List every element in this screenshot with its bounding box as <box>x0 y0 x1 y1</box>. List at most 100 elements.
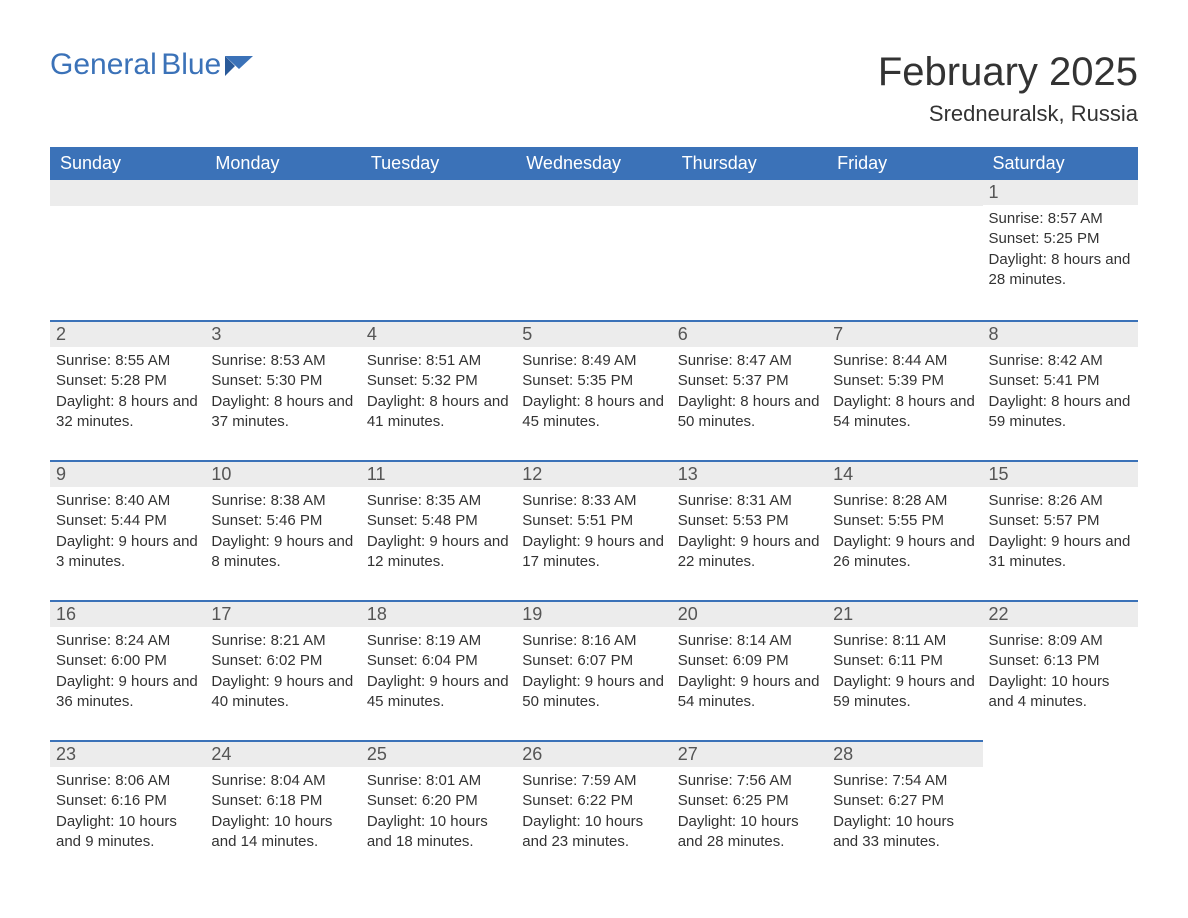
calendar-cell: 26Sunrise: 7:59 AMSunset: 6:22 PMDayligh… <box>516 740 671 880</box>
day-cell: 18Sunrise: 8:19 AMSunset: 6:04 PMDayligh… <box>361 600 516 720</box>
daylight-label: Daylight: <box>56 673 119 690</box>
sunset: Sunset: 5:51 PM <box>522 511 665 531</box>
day-number: 26 <box>516 740 671 767</box>
sunrise: Sunrise: 8:04 AM <box>211 771 354 791</box>
day-number: 13 <box>672 460 827 487</box>
sunset: Sunset: 5:30 PM <box>211 371 354 391</box>
sunset-label: Sunset: <box>678 792 733 809</box>
day-number: 11 <box>361 460 516 487</box>
day-number: 1 <box>983 180 1138 205</box>
sunset-label: Sunset: <box>211 372 266 389</box>
sunrise-value: 8:35 AM <box>426 492 481 509</box>
calendar-table: SundayMondayTuesdayWednesdayThursdayFrid… <box>50 147 1138 880</box>
weekday-header: Wednesday <box>516 147 671 180</box>
day-cell: 14Sunrise: 8:28 AMSunset: 5:55 PMDayligh… <box>827 460 982 580</box>
day-cell: 26Sunrise: 7:59 AMSunset: 6:22 PMDayligh… <box>516 740 671 860</box>
calendar-week-row: 16Sunrise: 8:24 AMSunset: 6:00 PMDayligh… <box>50 600 1138 740</box>
daylight: Daylight: 8 hours and 54 minutes. <box>833 392 976 433</box>
sunrise-value: 8:33 AM <box>581 492 636 509</box>
day-info: Sunrise: 7:54 AMSunset: 6:27 PMDaylight:… <box>833 771 976 852</box>
day-cell: 28Sunrise: 7:54 AMSunset: 6:27 PMDayligh… <box>827 740 982 860</box>
sunrise: Sunrise: 8:57 AM <box>989 209 1132 229</box>
sunset-label: Sunset: <box>678 512 733 529</box>
sunrise-value: 8:14 AM <box>737 632 792 649</box>
day-number: 27 <box>672 740 827 767</box>
sunrise: Sunrise: 8:47 AM <box>678 351 821 371</box>
sunset-value: 5:41 PM <box>1044 372 1100 389</box>
daylight-label: Daylight: <box>367 533 430 550</box>
calendar-cell: 27 Sunrise: 7:56 AMSunset: 6:25 PMDayligh… <box>672 740 827 880</box>
day-cell: 19Sunrise: 8:16 AMSunset: 6:07 PMDayligh… <box>516 600 671 720</box>
calendar-cell <box>516 180 671 320</box>
sunset-value: 5:39 PM <box>888 372 944 389</box>
sunrise: Sunrise: 8:55 AM <box>56 351 199 371</box>
sunrise-label: Sunrise: <box>989 632 1048 649</box>
brand-name-2: Blue <box>161 48 221 81</box>
sunrise-label: Sunrise: <box>678 352 737 369</box>
sunset-value: 6:18 PM <box>266 792 322 809</box>
sunset-value: 5:25 PM <box>1044 230 1100 247</box>
sunrise-label: Sunrise: <box>522 772 581 789</box>
sunrise: Sunrise: 8:38 AM <box>211 491 354 511</box>
sunrise-value: 8:55 AM <box>115 352 170 369</box>
day-cell: 22Sunrise: 8:09 AMSunset: 6:13 PMDayligh… <box>983 600 1138 720</box>
page-header: General Blue February 2025 Sredneuralsk,… <box>50 50 1138 127</box>
daylight: Daylight: 10 hours and 28 minutes. <box>678 812 821 853</box>
sunset-label: Sunset: <box>211 512 266 529</box>
calendar-body: 1 Sunrise: 8:57 AM Sunset: 5:25 PM Daylight… <box>50 180 1138 880</box>
sunset-label: Sunset: <box>367 512 422 529</box>
sunset-label: Sunset: <box>522 652 577 669</box>
day-number: 18 <box>361 600 516 627</box>
sunset: Sunset: 5:28 PM <box>56 371 199 391</box>
calendar-cell: 25Sunrise: 8:01 AMSunset: 6:20 PMDayligh… <box>361 740 516 880</box>
sunrise: Sunrise: 7:59 AM <box>522 771 665 791</box>
daylight: Daylight: 8 hours and 32 minutes. <box>56 392 199 433</box>
sunset-value: 6:02 PM <box>266 652 322 669</box>
sunrise: Sunrise: 8:09 AM <box>989 631 1132 651</box>
calendar-cell: 13Sunrise: 8:31 AMSunset: 5:53 PMDayligh… <box>672 460 827 600</box>
day-info: Sunrise: 8:35 AMSunset: 5:48 PMDaylight:… <box>367 491 510 572</box>
sunset-value: 5:28 PM <box>111 372 167 389</box>
sunset: Sunset: 5:44 PM <box>56 511 199 531</box>
day-info: Sunrise: 8:24 AMSunset: 6:00 PMDaylight:… <box>56 631 199 712</box>
daylight: Daylight: 9 hours and 22 minutes. <box>678 532 821 573</box>
sunrise-label: Sunrise: <box>367 772 426 789</box>
day-number: 25 <box>361 740 516 767</box>
calendar-cell: 23Sunrise: 8:06 AMSunset: 6:16 PMDayligh… <box>50 740 205 880</box>
daylight-label: Daylight: <box>367 393 430 410</box>
daylight: Daylight: 10 hours and 18 minutes. <box>367 812 510 853</box>
calendar-cell: 22Sunrise: 8:09 AMSunset: 6:13 PMDayligh… <box>983 600 1138 740</box>
daylight: Daylight: 9 hours and 3 minutes. <box>56 532 199 573</box>
sunrise-value: 8:21 AM <box>271 632 326 649</box>
calendar-cell: 19Sunrise: 8:16 AMSunset: 6:07 PMDayligh… <box>516 600 671 740</box>
sunrise-label: Sunrise: <box>522 352 581 369</box>
daylight-label: Daylight: <box>522 673 585 690</box>
calendar-cell: 11 Sunrise: 8:35 AMSunset: 5:48 PMDayligh… <box>361 460 516 600</box>
sunrise: Sunrise: 8:01 AM <box>367 771 510 791</box>
sunrise-label: Sunrise: <box>56 632 115 649</box>
sunrise: Sunrise: 8:35 AM <box>367 491 510 511</box>
day-cell: 5Sunrise: 8:49 AMSunset: 5:35 PMDaylight… <box>516 320 671 440</box>
day-cell: 25Sunrise: 8:01 AMSunset: 6:20 PMDayligh… <box>361 740 516 860</box>
calendar-week-row: 2Sunrise: 8:55 AMSunset: 5:28 PMDaylight… <box>50 320 1138 460</box>
day-info: Sunrise: 8:42 AMSunset: 5:41 PMDaylight:… <box>989 351 1132 432</box>
sunrise: Sunrise: 7:54 AM <box>833 771 976 791</box>
day-number: 8 <box>983 320 1138 347</box>
sunrise: Sunrise: 7:56 AM <box>678 771 821 791</box>
sunset-value: 5:51 PM <box>577 512 633 529</box>
day-number: 16 <box>50 600 205 627</box>
day-cell: 1Sunrise: 8:57 AMSunset: 5:25 PMDaylight… <box>983 180 1138 298</box>
sunrise-value: 7:54 AM <box>892 772 947 789</box>
sunset: Sunset: 6:00 PM <box>56 651 199 671</box>
day-number: 6 <box>672 320 827 347</box>
sunrise-value: 8:28 AM <box>892 492 947 509</box>
sunset-value: 5:37 PM <box>733 372 789 389</box>
day-info: Sunrise: 7:56 AMSunset: 6:25 PMDaylight:… <box>678 771 821 852</box>
day-info: Sunrise: 8:53 AMSunset: 5:30 PMDaylight:… <box>211 351 354 432</box>
daylight: Daylight: 8 hours and 45 minutes. <box>522 392 665 433</box>
sunrise-value: 8:31 AM <box>737 492 792 509</box>
sunrise-label: Sunrise: <box>211 352 270 369</box>
sunrise-label: Sunrise: <box>522 492 581 509</box>
sunrise-value: 7:56 AM <box>737 772 792 789</box>
sunset-label: Sunset: <box>833 792 888 809</box>
